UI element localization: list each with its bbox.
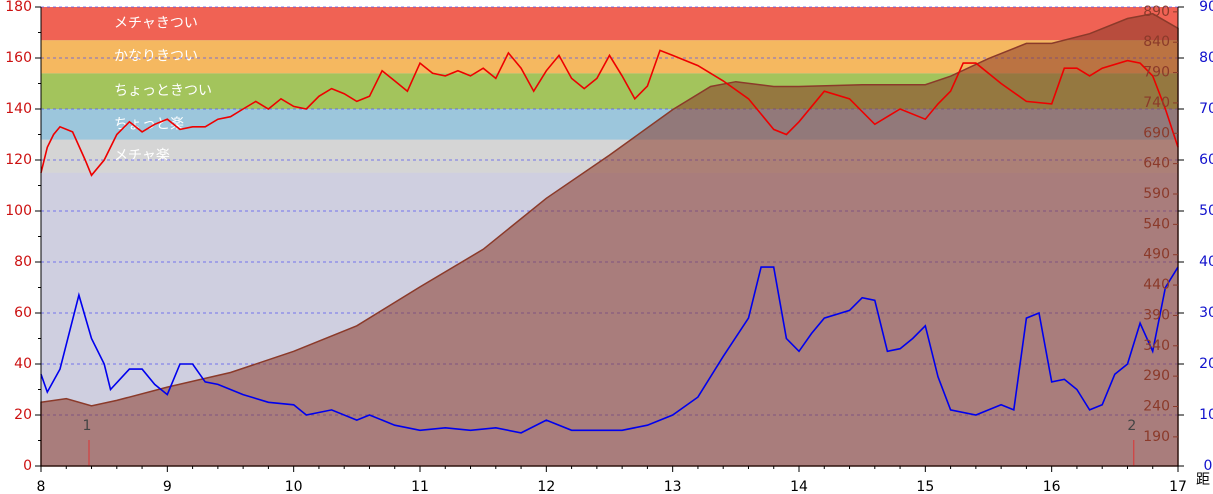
- zone-label: メチャきつい: [114, 16, 198, 32]
- y3-tick-label: 690: [1143, 125, 1170, 141]
- y2-tick-label: 20: [1199, 356, 1213, 372]
- y-tick-label: 120: [5, 152, 32, 168]
- y2-tick-label: 70: [1199, 101, 1213, 117]
- lap-label: 2: [1127, 418, 1136, 434]
- y3-tick-label: 540: [1143, 216, 1170, 232]
- x-tick-label: 8: [37, 479, 46, 494]
- y-tick-label: 160: [5, 50, 32, 66]
- x-tick-label: 12: [537, 479, 555, 494]
- y-tick-label: 20: [14, 407, 32, 423]
- x-tick-label: 15: [916, 479, 934, 494]
- elevation-area: [40, 12, 1179, 467]
- y2-tick-label: 50: [1199, 203, 1213, 219]
- y3-tick-label: 440: [1143, 277, 1170, 293]
- y-tick-label: 60: [14, 305, 32, 321]
- y3-tick-label: 890: [1143, 4, 1170, 20]
- y2-tick-label: 30: [1199, 305, 1213, 321]
- x-tick-label: 14: [790, 479, 808, 494]
- zone-label: ちょっときつい: [114, 83, 212, 99]
- y2-tick-label: 90: [1199, 0, 1213, 15]
- y3-tick-label: 340: [1143, 338, 1170, 354]
- y-tick-label: 100: [5, 203, 32, 219]
- y3-tick-label: 590: [1143, 186, 1170, 202]
- y3-tick-label: 190: [1143, 429, 1170, 445]
- y-tick-label: 40: [14, 356, 32, 372]
- y3-tick-label: 390: [1143, 307, 1170, 323]
- y3-tick-label: 790: [1143, 65, 1170, 81]
- y3-tick-label: 840: [1143, 34, 1170, 50]
- y3-tick-label: 240: [1143, 399, 1170, 415]
- x-tick-label: 10: [285, 479, 303, 494]
- zone-label: かなりきつい: [114, 49, 198, 65]
- y2-tick-label: 10: [1199, 407, 1213, 423]
- x-tick-label: 13: [664, 479, 682, 494]
- lap-label: 1: [83, 418, 92, 434]
- x-tick-label: 11: [411, 479, 429, 494]
- zone-label: メチャ楽: [114, 148, 170, 164]
- y2-tick-label: 40: [1199, 254, 1213, 270]
- y3-tick-label: 740: [1143, 95, 1170, 111]
- y-tick-label: 180: [5, 0, 32, 15]
- y-tick-label: 80: [14, 254, 32, 270]
- y-tick-label: 140: [5, 101, 32, 117]
- line-series: [40, 266, 1179, 434]
- y3-tick-label: 490: [1143, 247, 1170, 263]
- x-tick-label: 9: [163, 479, 172, 494]
- y2-tick-label: 60: [1199, 152, 1213, 168]
- x-tick-label: 17: [1169, 479, 1187, 494]
- zone-band: [41, 7, 1178, 41]
- y3-tick-label: 290: [1143, 368, 1170, 384]
- y2-tick-label: 80: [1199, 50, 1213, 66]
- line-series: [40, 49, 1179, 177]
- y-tick-label: 0: [23, 458, 32, 474]
- y2-tick-label: 0: [1204, 458, 1213, 474]
- x-axis-label: 距: [1196, 472, 1210, 488]
- y3-tick-label: 640: [1143, 156, 1170, 172]
- x-tick-label: 16: [1043, 479, 1061, 494]
